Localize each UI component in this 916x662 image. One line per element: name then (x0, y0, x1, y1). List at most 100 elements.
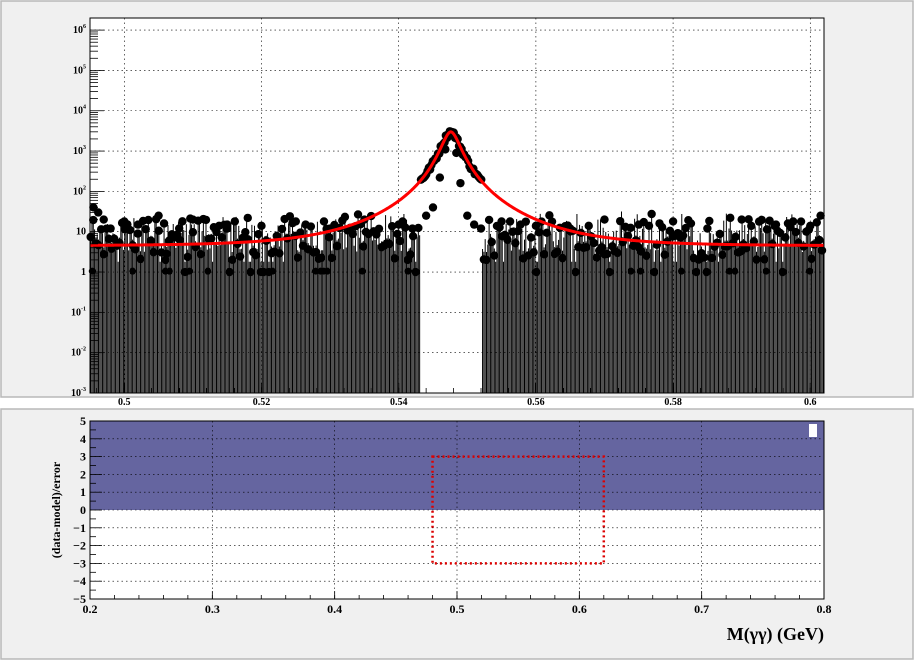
data-point (788, 217, 798, 226)
data-point (707, 253, 717, 263)
data-point (99, 250, 108, 259)
data-point (154, 226, 164, 235)
data-point (257, 221, 266, 231)
data-point (469, 220, 479, 229)
data-point (731, 232, 740, 242)
data-point (161, 267, 169, 275)
data-point (817, 246, 827, 255)
data-point (686, 219, 696, 228)
top-y-tick-label: 1 (81, 267, 86, 278)
data-point (490, 251, 499, 260)
data-point (778, 267, 787, 277)
data-point (765, 216, 774, 225)
data-point (146, 236, 156, 245)
data-point (401, 223, 410, 232)
data-point (99, 215, 108, 224)
data-point (762, 225, 772, 234)
data-point (626, 223, 635, 233)
data-point (188, 215, 198, 224)
data-point (175, 235, 184, 245)
data-point (348, 229, 357, 239)
data-point (815, 235, 824, 245)
data-point (703, 224, 712, 233)
data-point (592, 253, 601, 262)
data-point (657, 222, 667, 232)
data-point (725, 267, 733, 275)
top-x-tick-label: 0.54 (390, 397, 408, 408)
bottom-x-tick-label: 0.8 (817, 602, 832, 616)
top-plot-area (90, 18, 824, 393)
data-point (532, 267, 541, 277)
data-point (86, 232, 95, 242)
data-point (94, 208, 103, 217)
data-point (660, 250, 669, 259)
data-point (605, 267, 614, 277)
data-point (319, 217, 329, 226)
data-point (511, 238, 520, 248)
data-point (762, 267, 770, 275)
fit-curve (90, 130, 824, 247)
data-point (317, 253, 326, 262)
bottom-x-tick-label: 0.4 (327, 602, 342, 616)
legend-marker (809, 424, 817, 437)
data-point (185, 267, 193, 275)
bottom-y-tick-label: 3 (80, 450, 86, 464)
data-point (411, 267, 420, 277)
data-point (154, 211, 163, 220)
data-point (387, 222, 397, 231)
data-point (505, 217, 515, 226)
data-point (320, 267, 328, 275)
data-point (358, 267, 366, 275)
data-point (816, 211, 825, 220)
data-point (390, 254, 399, 263)
data-point (141, 224, 150, 234)
bottom-x-tick-label: 0.7 (694, 602, 709, 616)
data-point (251, 250, 261, 260)
data-point (311, 247, 321, 257)
data-point (476, 224, 486, 233)
top-x-tick-labels: 0.5 0.52 0.54 0.56 0.58 0.6 (118, 397, 816, 408)
highlight-box (431, 455, 606, 565)
data-point (726, 213, 735, 223)
data-point (497, 217, 506, 226)
data-point (456, 178, 465, 188)
data-point (558, 253, 567, 263)
data-point (133, 229, 143, 238)
data-point (597, 243, 607, 252)
data-point (600, 215, 609, 224)
data-point (217, 233, 226, 242)
top-x-tick-label: 0.56 (527, 397, 545, 408)
bottom-x-tick-label: 0.6 (572, 602, 587, 616)
data-point (241, 227, 250, 237)
data-point (133, 220, 143, 229)
data-point (634, 220, 643, 229)
data-point (584, 221, 593, 231)
data-point (806, 221, 815, 231)
data-point (183, 252, 192, 262)
data-point (715, 229, 724, 239)
data-point (277, 224, 287, 234)
data-point (291, 217, 300, 226)
data-point (542, 228, 551, 238)
data-point (136, 254, 145, 264)
data-point (174, 224, 184, 233)
data-point (408, 231, 418, 241)
data-point (125, 225, 135, 235)
data-point (228, 255, 237, 264)
top-x-tick-label: 0.6 (804, 397, 817, 408)
top-y-tick-label: 102 (73, 185, 86, 197)
top-y-tick-label: 10 (76, 227, 86, 238)
y-axis-title: (data-model)/error (49, 461, 63, 558)
data-point (807, 254, 816, 263)
data-point (296, 228, 305, 237)
data-point (385, 239, 394, 249)
data-point (435, 173, 445, 182)
top-y-tick-label: 105 (73, 64, 86, 76)
data-point (161, 255, 170, 265)
data-point (395, 236, 405, 246)
top-y-tick-label: 10-2 (71, 347, 86, 359)
data-point (89, 215, 98, 225)
data-point (428, 203, 438, 212)
data-point (692, 267, 701, 277)
